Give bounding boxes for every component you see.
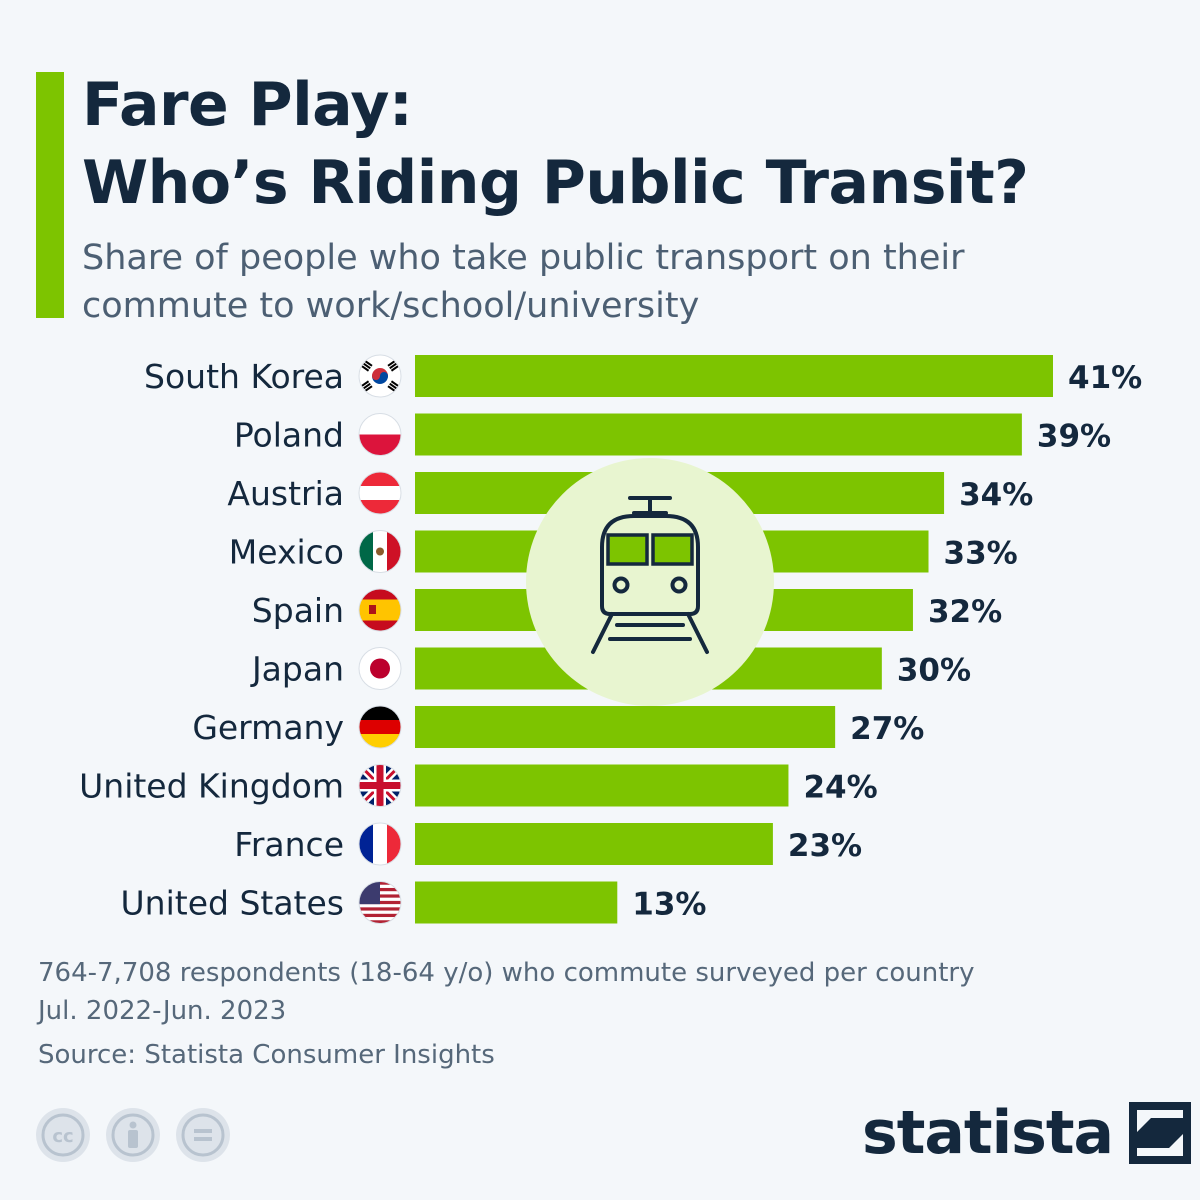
value-label: 24% bbox=[803, 770, 877, 806]
bar-united-states bbox=[415, 881, 618, 924]
statista-logo[interactable]: statista bbox=[862, 1098, 1192, 1168]
no-derivatives-icon[interactable] bbox=[176, 1108, 230, 1162]
value-label: 41% bbox=[1068, 360, 1142, 396]
flag-united-kingdom-icon bbox=[358, 764, 402, 807]
title-line-2: Who’s Riding Public Transit? bbox=[82, 148, 1029, 218]
value-label: 23% bbox=[788, 828, 862, 864]
flag-germany-icon bbox=[358, 705, 402, 749]
bar-chart: South Korea 41% Poland 39% Austria 34% Mexico 3… bbox=[79, 354, 1142, 924]
value-label: 33% bbox=[944, 536, 1018, 572]
flag-united-states-icon bbox=[358, 881, 402, 924]
page-title: Fare Play: Who’s Riding Public Transit? bbox=[82, 66, 1029, 222]
value-label: 27% bbox=[850, 711, 924, 747]
flag-spain-icon bbox=[358, 588, 402, 632]
value-label: 34% bbox=[959, 477, 1033, 513]
creative-commons-icon[interactable]: cc bbox=[36, 1108, 90, 1162]
subtitle: Share of people who take public transpor… bbox=[82, 234, 1162, 330]
brand-wordmark: statista bbox=[862, 1098, 1114, 1168]
bar-poland bbox=[415, 413, 1022, 456]
category-label: Mexico bbox=[229, 533, 344, 572]
attribution-icon[interactable] bbox=[106, 1108, 160, 1162]
statista-mark-icon bbox=[1129, 1102, 1192, 1164]
category-label: Poland bbox=[234, 416, 344, 455]
flag-mexico-icon bbox=[358, 530, 402, 573]
category-label: South Korea bbox=[144, 357, 344, 396]
category-label: Austria bbox=[227, 474, 344, 513]
category-label: France bbox=[234, 825, 344, 864]
bar-france bbox=[415, 823, 773, 865]
category-label: United States bbox=[121, 884, 344, 923]
subtitle-line-2: commute to work/school/university bbox=[82, 286, 700, 326]
accent-bar bbox=[36, 72, 64, 318]
subtitle-line-1: Share of people who take public transpor… bbox=[82, 238, 965, 278]
flag-france-icon bbox=[358, 822, 402, 866]
flag-south-korea-icon bbox=[358, 354, 402, 398]
category-label: United Kingdom bbox=[79, 767, 344, 806]
value-label: 13% bbox=[632, 887, 706, 923]
footnote-period: Jul. 2022-Jun. 2023 bbox=[38, 996, 287, 1026]
license-icons: cc bbox=[36, 1108, 230, 1162]
footnote-respondents: 764-7,708 respondents (18-64 y/o) who co… bbox=[38, 958, 975, 988]
value-label: 32% bbox=[928, 594, 1002, 630]
train-icon bbox=[526, 458, 774, 706]
flag-poland-icon bbox=[358, 413, 402, 456]
flag-austria-icon bbox=[358, 471, 402, 515]
value-label: 30% bbox=[897, 653, 971, 689]
flag-japan-icon bbox=[358, 647, 402, 690]
source-note: Source: Statista Consumer Insights bbox=[38, 1040, 495, 1070]
bar-germany bbox=[415, 706, 836, 748]
title-line-1: Fare Play: bbox=[82, 70, 413, 140]
category-label: Spain bbox=[252, 591, 344, 630]
bar-united-kingdom bbox=[415, 764, 789, 807]
category-label: Japan bbox=[250, 650, 344, 689]
bar-south-korea bbox=[415, 355, 1053, 397]
value-label: 39% bbox=[1037, 419, 1111, 455]
category-label: Germany bbox=[192, 708, 344, 747]
svg-text:cc: cc bbox=[52, 1126, 73, 1147]
